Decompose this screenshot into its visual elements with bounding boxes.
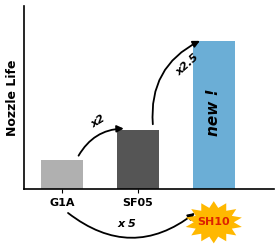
Y-axis label: Nozzle Life: Nozzle Life bbox=[6, 59, 18, 136]
Text: SH10: SH10 bbox=[197, 217, 230, 227]
Text: x2.5: x2.5 bbox=[174, 52, 200, 78]
Text: new !: new ! bbox=[206, 88, 221, 136]
Bar bbox=[117, 130, 159, 189]
Polygon shape bbox=[186, 201, 242, 243]
Bar bbox=[41, 160, 83, 189]
Text: x 5: x 5 bbox=[117, 219, 136, 229]
Bar bbox=[193, 41, 235, 189]
Text: x2: x2 bbox=[90, 113, 108, 129]
